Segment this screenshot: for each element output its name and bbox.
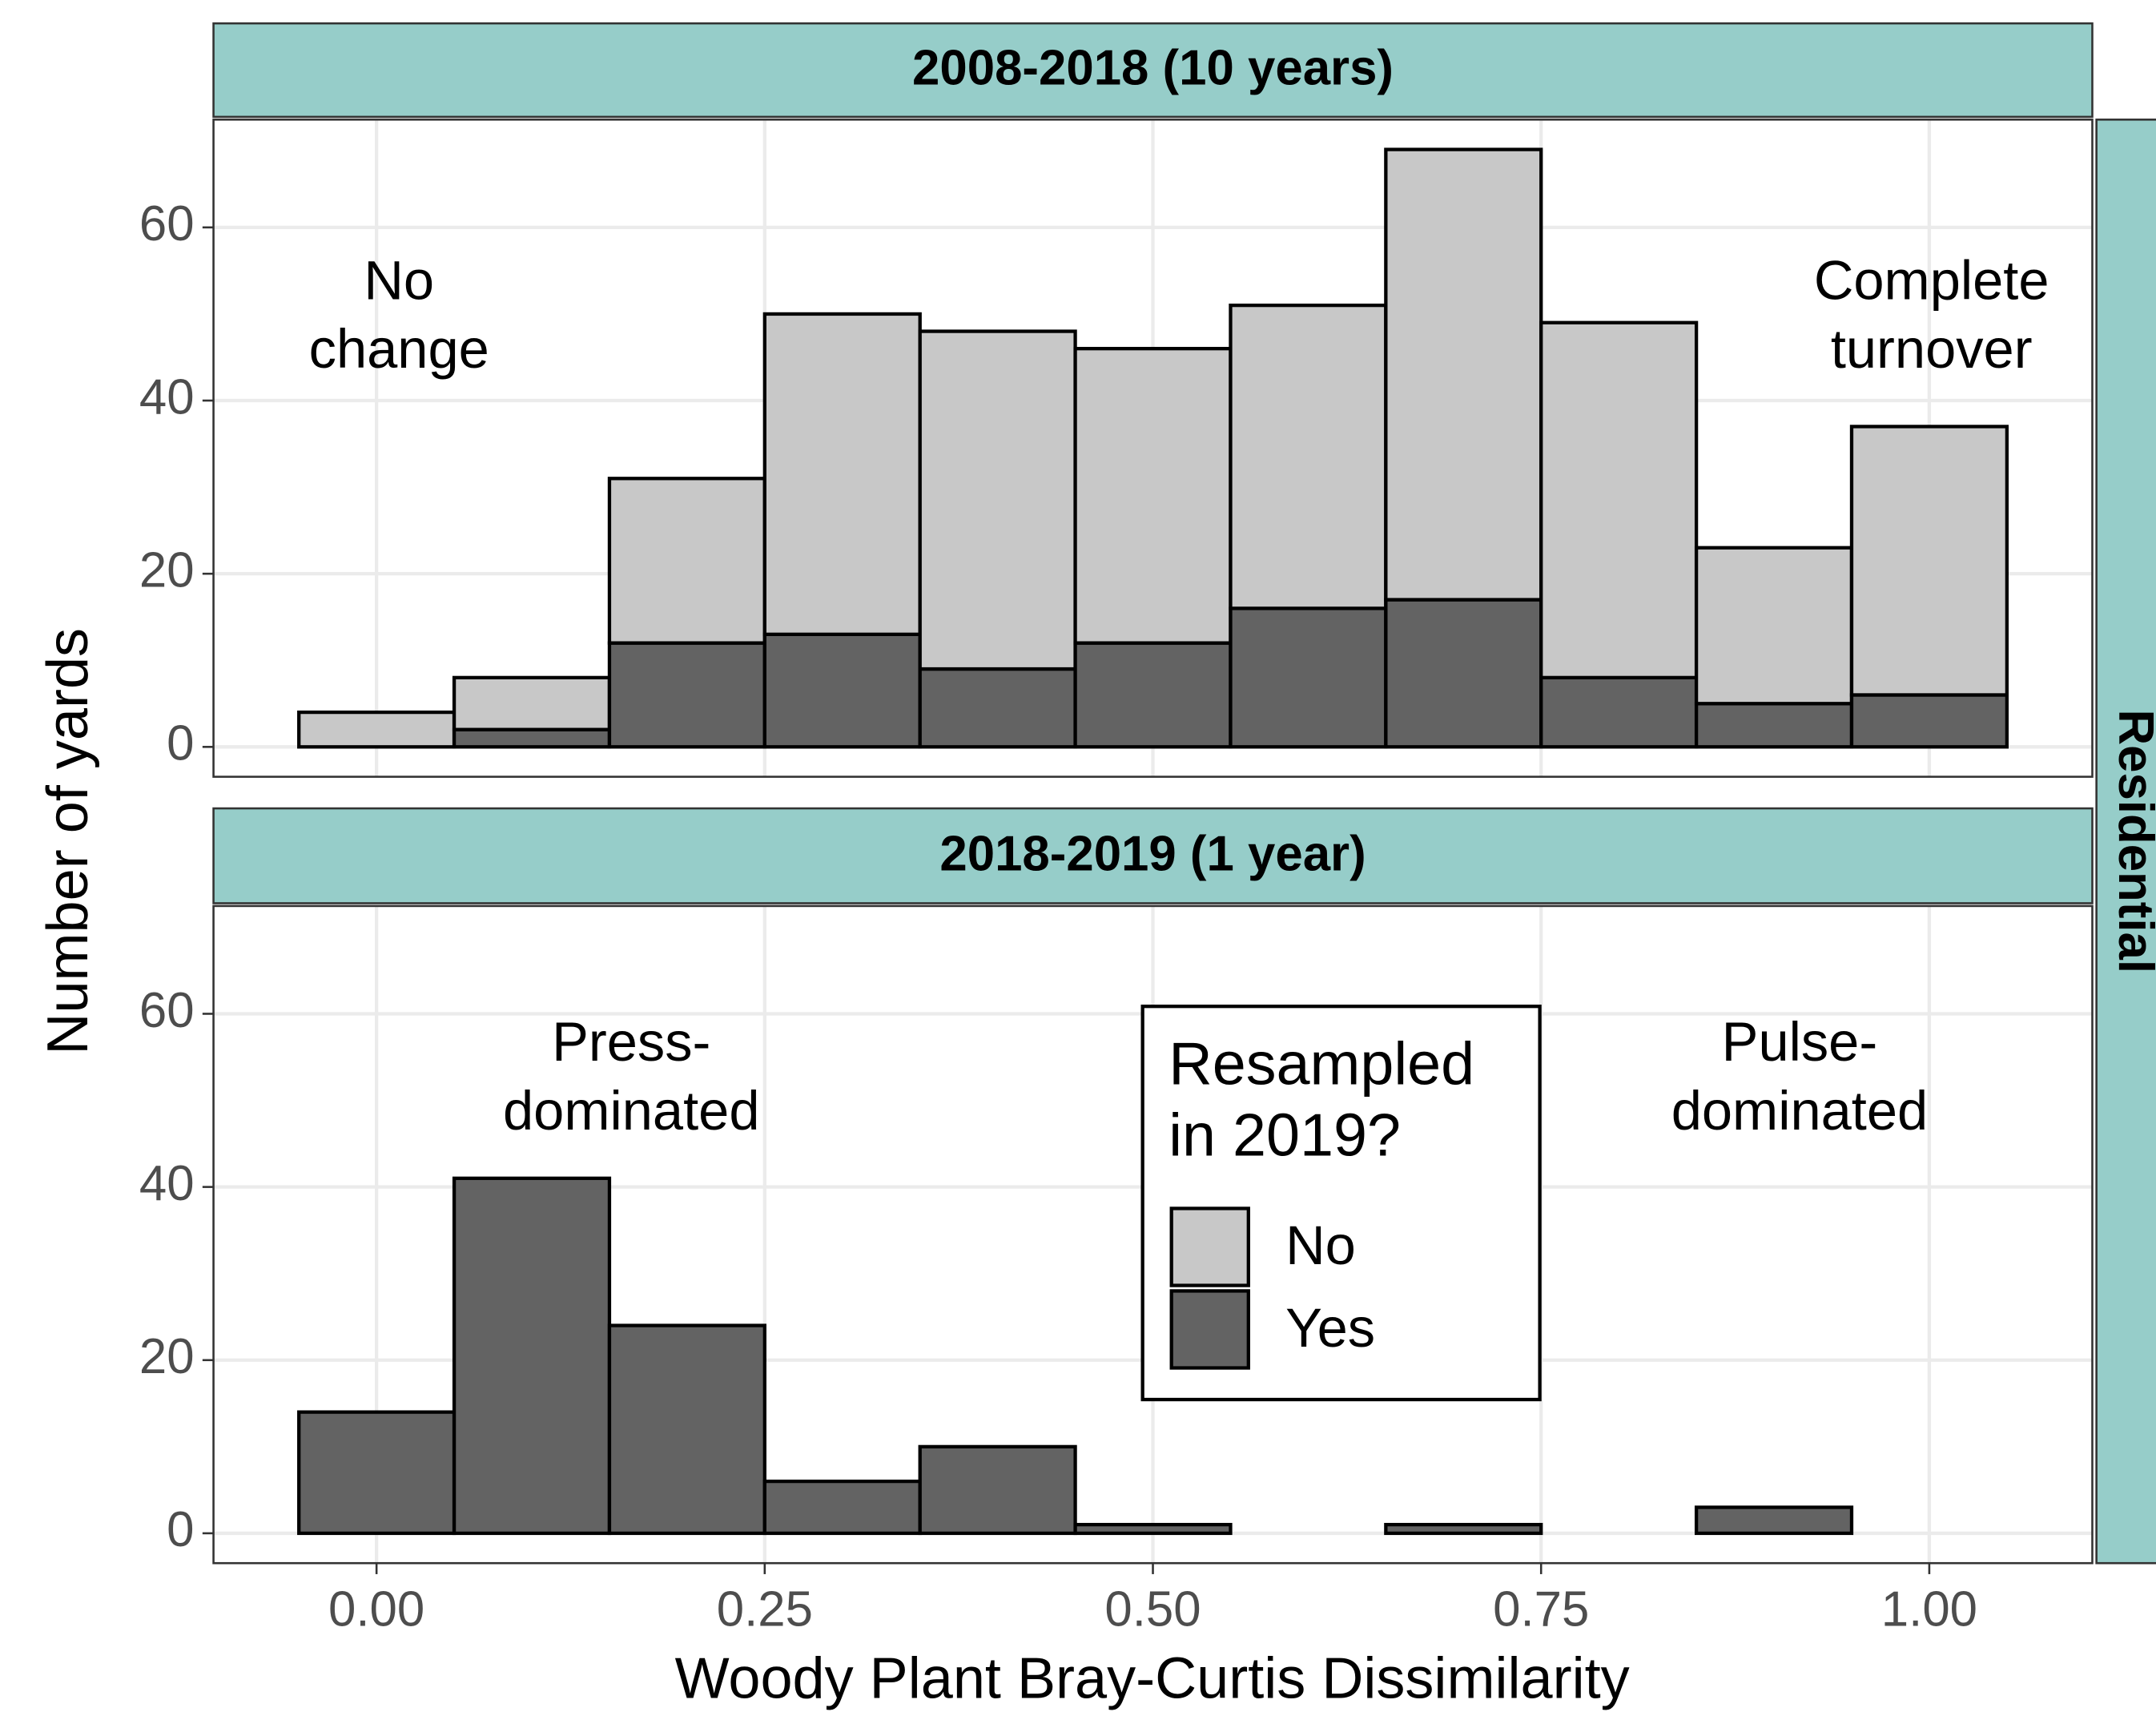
facet-strip xyxy=(212,807,2094,904)
y-tick-label: 0 xyxy=(167,716,194,771)
bar xyxy=(918,1444,1077,1536)
y-tick-label: 40 xyxy=(139,369,195,425)
annotation: Pulse- xyxy=(1722,1011,1878,1073)
x-axis-title: Woody Plant Bray-Curtis Dissimilarity xyxy=(675,1647,1630,1711)
bar xyxy=(452,727,612,749)
bar xyxy=(918,329,1077,671)
x-tick-label: 0.50 xyxy=(1104,1581,1201,1637)
legend-label: No xyxy=(1285,1214,1356,1276)
x-tick-label: 0.25 xyxy=(717,1581,813,1637)
y-tick-label: 60 xyxy=(139,983,195,1038)
bar xyxy=(607,641,766,749)
annotation: Press- xyxy=(552,1011,710,1073)
bar xyxy=(452,675,612,731)
bar xyxy=(762,632,922,749)
bar xyxy=(1073,641,1233,749)
bar xyxy=(607,1323,766,1536)
legend-title: in 2019? xyxy=(1169,1102,1401,1169)
bar xyxy=(1229,303,1388,610)
y-tick-label: 40 xyxy=(139,1156,195,1211)
panel-border xyxy=(212,904,2094,1565)
facet-strip xyxy=(212,22,2094,119)
bar xyxy=(1539,320,1699,679)
bar xyxy=(1384,147,1543,602)
legend-title: Resampled xyxy=(1169,1029,1474,1097)
legend-key xyxy=(1169,1206,1250,1287)
bar xyxy=(762,312,922,636)
x-tick-label: 0.00 xyxy=(328,1581,424,1637)
bar xyxy=(452,1176,612,1536)
bar xyxy=(297,1410,457,1536)
y-tick-label: 20 xyxy=(139,542,195,598)
bar xyxy=(1384,1522,1543,1536)
y-tick-label: 20 xyxy=(139,1329,195,1384)
bar xyxy=(1539,675,1699,749)
x-tick-label: 0.75 xyxy=(1493,1581,1589,1637)
bar xyxy=(1694,702,1854,749)
bar xyxy=(1073,1522,1233,1536)
bar xyxy=(1694,546,1854,706)
legend-key xyxy=(1169,1289,1250,1370)
bar xyxy=(297,710,457,749)
x-tick-label: 1.00 xyxy=(1881,1581,1977,1637)
facet-title: 2008-2018 (10 years) xyxy=(912,41,1394,96)
y-tick-label: 60 xyxy=(139,196,195,252)
bar xyxy=(762,1479,922,1536)
row-strip xyxy=(2095,119,2156,1565)
annotation: change xyxy=(309,318,489,380)
bar xyxy=(918,667,1077,749)
bar xyxy=(1229,606,1388,749)
bar xyxy=(1849,693,2009,749)
bar xyxy=(1849,425,2009,697)
y-tick-label: 0 xyxy=(167,1502,194,1557)
row-label: Residential xyxy=(2108,709,2156,973)
bar xyxy=(607,477,766,645)
annotation: No xyxy=(364,249,434,311)
bar xyxy=(1694,1505,1854,1536)
panel-border xyxy=(212,119,2094,778)
bar xyxy=(1384,598,1543,749)
facet-title: 2018-2019 (1 year) xyxy=(939,826,1366,881)
annotation: Complete xyxy=(1814,249,2049,311)
legend-label: Yes xyxy=(1285,1297,1375,1359)
annotation: dominated xyxy=(503,1080,759,1142)
annotation: dominated xyxy=(1671,1080,1928,1142)
bar xyxy=(1073,347,1233,645)
y-axis-title: Number of yards xyxy=(36,628,100,1055)
annotation: turnover xyxy=(1831,318,2033,380)
